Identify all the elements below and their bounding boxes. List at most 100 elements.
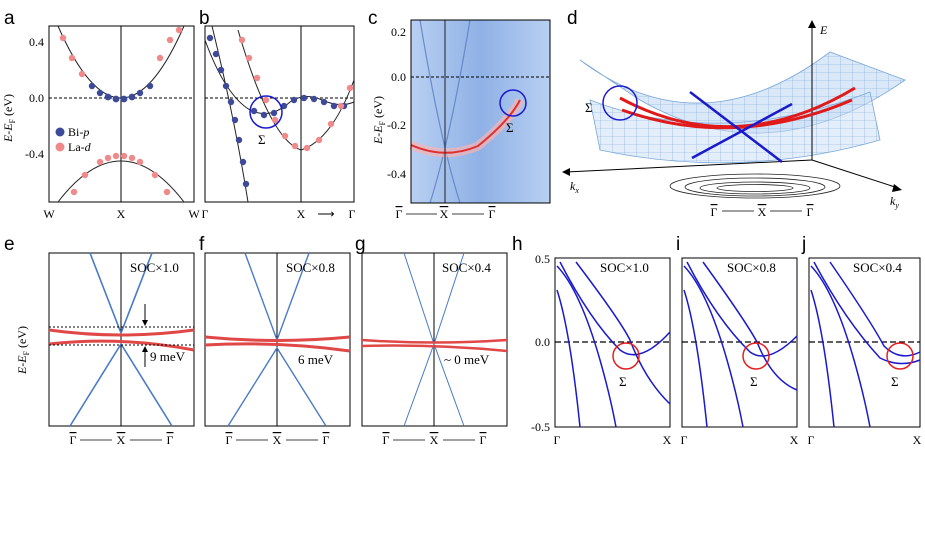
panel-f-xlabel-g1: Γ [226,433,233,447]
panel-j-soc: SOC×0.4 [853,260,902,275]
panel-d-xlabel-g2: Γ [807,205,814,219]
panel-g-dirac [403,252,465,427]
panel-d-e-axis-arrow [808,20,816,28]
panel-d-sigma-label: Σ [585,100,593,115]
panel-label-a: a [4,8,15,29]
panel-hij-ytick-1: 0.5 [535,252,550,266]
panel-g-red-band-2 [361,344,508,353]
panel-g-soc: SOC×0.4 [442,260,491,275]
panel-g-red-band-1 [361,338,508,344]
panel-e-soc: SOC×1.0 [130,260,179,275]
legend-la-label: La-d [68,140,92,154]
panel-b: b Σ Γ X ⟶ Γ [199,8,356,221]
panel-b-bi-markers [206,34,348,188]
panel-f-soc: SOC×0.8 [286,260,335,275]
panel-d: d E kx ky Σ Γ X Γ [562,8,906,219]
panel-c-xlabel-g1: Γ [396,207,403,221]
panel-hij-ytick-2: 0.0 [535,335,550,349]
panel-i-xlabel-g: Γ [681,433,688,447]
panel-c: c Σ 0.2 0.0 -0.2 -0.4 E-EF (eV) Γ X Γ [368,8,551,221]
panel-b-la-markers [238,36,354,152]
panel-e-gap: 9 meV [150,349,186,364]
panel-a: a 0.4 0.0 -0.4 E-EF (eV) W X W [1,8,200,221]
panel-j: j Σ SOC×0.4 Γ X [801,234,922,447]
panel-a-lower-band-line [57,160,185,203]
panel-g-xlabel-x: X [430,433,439,447]
panel-g-xlabel-g1: Γ [383,433,390,447]
panel-d-axis-ky: ky [890,194,899,210]
panel-d-sigma-circle [602,85,638,121]
panel-e-xlabel-g1: Γ [70,433,77,447]
panel-c-sigma-circle [499,89,527,117]
panel-h-sigma-circle [612,342,640,370]
panel-h-xlabel-g: Γ [554,433,561,447]
panel-b-band-3 [237,29,355,151]
panel-a-ytick-1: 0.4 [29,35,44,49]
panel-label-d: d [567,8,578,29]
panel-efg-ylabel: E-EF (eV) [15,326,31,375]
panel-a-ytick-2: 0.0 [29,91,44,105]
panel-b-arrow: ⟶ [317,207,334,221]
panel-c-band [410,99,521,154]
panel-b-xlabel-g1: Γ [202,207,209,221]
panel-g-xlabel-g2: Γ [480,433,487,447]
panel-j-sigma-label: Σ [891,374,899,389]
panel-f-red-band-1 [204,335,351,342]
panel-f-xlabel-g2: Γ [323,433,330,447]
panel-j-xlabel-g: Γ [808,433,815,447]
panel-h: h Σ SOC×1.0 Γ X [512,234,672,447]
panel-d-contours [669,173,841,199]
panel-b-xlabel-g2: Γ [349,207,356,221]
panel-d-blue-line-1 [689,91,783,163]
panel-a-xlabel-x: X [117,207,126,221]
panel-g: g SOC×0.4 ~ 0 meV Γ X Γ [355,234,508,447]
panel-d-kx-axis [565,159,813,173]
panel-e-xlabel-x: X [117,433,126,447]
panel-a-xlabel-w2: W [188,207,200,221]
panel-j-bands [810,261,921,428]
panel-e-arrow-up-head [142,346,148,352]
panel-i: i Σ SOC×0.8 Γ X [676,234,799,447]
panel-label-f: f [199,234,205,255]
panel-j-xlabel-x: X [913,433,922,447]
panel-e: e SOC×1.0 9 meV Γ X Γ [4,234,195,447]
panel-d-axis-kx: kx [570,179,579,195]
panel-d-ky-arrow [892,184,902,192]
panel-h-bands [556,261,671,428]
panel-c-sigma-label: Σ [506,120,514,135]
panel-c-xlabel-g2: Γ [489,207,496,221]
panel-i-bands [683,261,798,428]
legend-bi-marker [55,127,65,137]
panel-e-red-band-2 [48,339,195,352]
panel-g-gap: ~ 0 meV [444,352,490,367]
panel-j-sigma-circle [886,342,914,370]
panel-b-band-1 [204,39,355,115]
panel-c-ylabel: E-EF (eV) [371,96,387,145]
panel-c-ytick-3: -0.4 [387,167,406,181]
panel-e-xlabel-g2: Γ [167,433,174,447]
panel-h-xlabel-x: X [663,433,672,447]
panel-c-ytick-top: 0.2 [391,25,406,39]
panel-h-soc: SOC×1.0 [600,260,649,275]
legend-bi-label: Bi-p [68,125,89,139]
panel-c-arpes-image [411,20,550,203]
panel-h-sigma-label: Σ [619,374,627,389]
panel-label-e: e [4,234,15,255]
panel-d-xlabel-g1: Γ [711,205,718,219]
panel-f-gap: 6 meV [298,352,334,367]
panel-a-legend: Bi-p La-d [55,125,92,154]
panel-a-ytick-3: -0.4 [25,147,44,161]
panel-c-ytick-2: -0.2 [387,118,406,132]
panel-b-sigma-label: Σ [258,132,266,147]
panel-i-soc: SOC×0.8 [727,260,776,275]
panel-c-ytick-1: 0.0 [391,70,406,84]
panel-e-arrow-down-head [142,320,148,326]
panel-i-sigma-label: Σ [750,374,758,389]
panel-label-h: h [512,234,523,255]
panel-c-dirac-line-1 [419,19,461,204]
panel-b-xlabel-x: X [297,207,306,221]
panel-c-frame [410,19,551,204]
panel-e-red-band-1 [48,328,195,337]
panel-e-dirac [69,252,173,427]
